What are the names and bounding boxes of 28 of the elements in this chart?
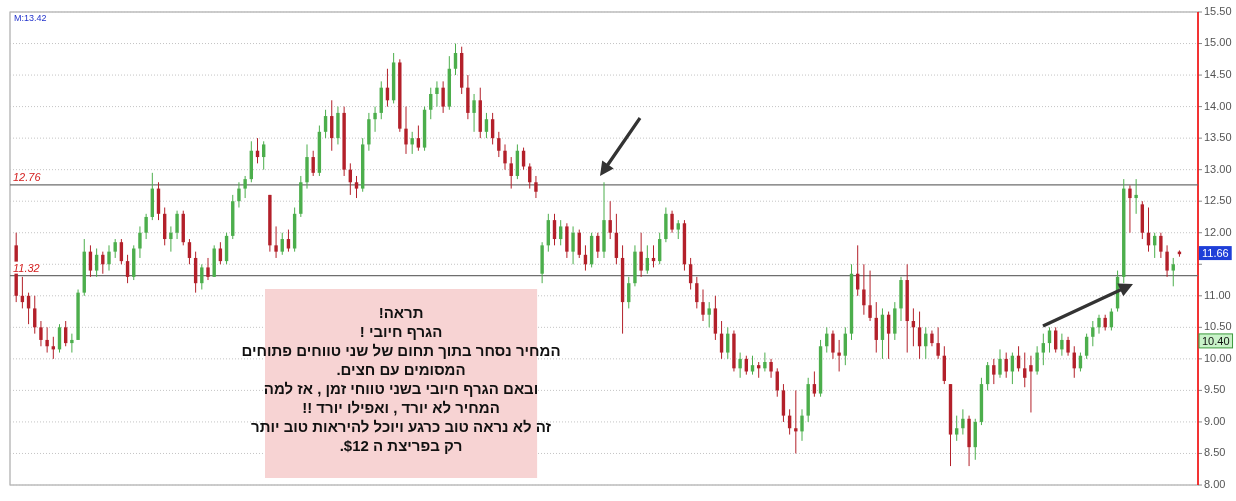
text: 10.40 (1202, 334, 1230, 347)
y-tick-label: 11.00 (1204, 288, 1231, 301)
text: 11.66 (1202, 247, 1229, 260)
annotation: ובאם הגרף חיובי בשני טווחי זמן , אז למה (263, 380, 539, 397)
annotation: המחיר לא יורד , ואפילו יורד !! (302, 399, 500, 416)
y-tick-label: 14.50 (1204, 67, 1232, 80)
annotation: M:13.42 (14, 13, 47, 23)
annotation: הגרף חיובי ! (359, 323, 443, 340)
ref-line-label: 12.76 (13, 170, 42, 183)
y-tick-label: 10.50 (1204, 320, 1232, 333)
y-tick-label: 14.00 (1204, 99, 1232, 112)
annotation: תראה! (378, 304, 424, 321)
y-tick-label: 8.50 (1204, 446, 1226, 459)
ref-line-label: 11.32 (13, 261, 40, 274)
y-tick-label: 10.00 (1204, 351, 1232, 364)
y-tick-label: 15.50 (1204, 4, 1232, 17)
y-tick-label: 12.50 (1204, 194, 1232, 207)
annotation: המחיר נסחר בתוך תחום של שני טווחים פתוחים (241, 342, 561, 359)
y-tick-label: 8.00 (1204, 477, 1226, 490)
y-tick-label: 13.50 (1204, 131, 1232, 144)
annotation: רק בפריצת ה $12. (339, 437, 463, 454)
annotation: המסומים עם חצים. (336, 361, 466, 378)
y-tick-label: 15.00 (1204, 36, 1232, 49)
annotation: זה לא נראה טוב כרגע ויוכל להיראות טוב יותר (251, 418, 552, 435)
y-tick-label: 12.00 (1204, 225, 1232, 238)
y-tick-label: 9.50 (1204, 383, 1226, 396)
y-tick-label: 13.00 (1204, 162, 1232, 175)
y-tick-label: 9.00 (1204, 414, 1226, 427)
